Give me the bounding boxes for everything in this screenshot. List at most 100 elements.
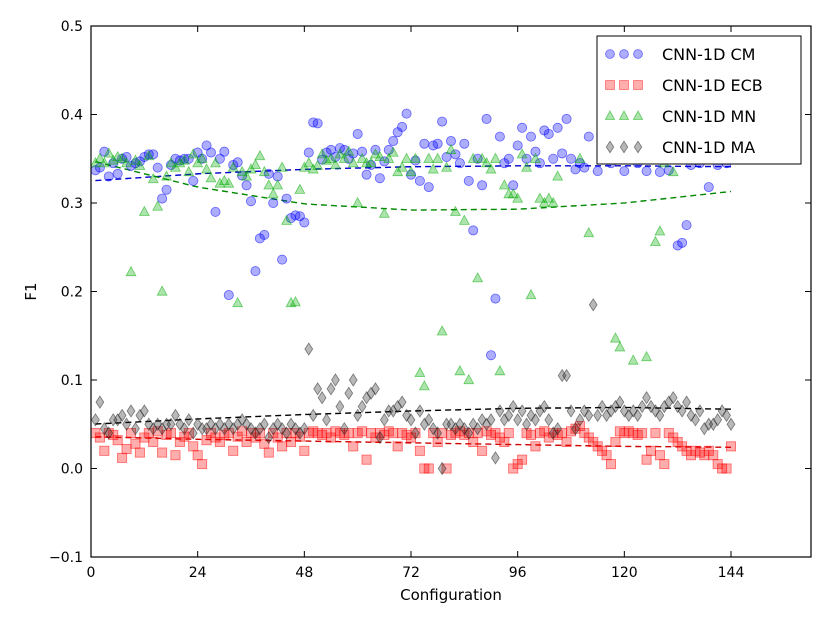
data-point bbox=[223, 290, 234, 301]
data-point bbox=[459, 138, 470, 149]
data-point bbox=[704, 417, 714, 431]
data-point bbox=[312, 159, 324, 170]
data-point bbox=[486, 413, 496, 427]
data-point bbox=[419, 417, 429, 431]
data-point bbox=[601, 450, 612, 461]
data-point bbox=[397, 121, 408, 132]
data-point bbox=[508, 399, 518, 414]
data-point bbox=[241, 180, 252, 191]
data-point bbox=[259, 229, 270, 240]
series-cnn-1d-ecb bbox=[91, 421, 737, 474]
data-point bbox=[241, 436, 252, 447]
data-point bbox=[242, 417, 251, 431]
data-point bbox=[602, 408, 611, 423]
data-point bbox=[126, 404, 136, 418]
data-point bbox=[405, 165, 417, 177]
data-point bbox=[614, 341, 626, 352]
data-point bbox=[633, 408, 643, 423]
data-point bbox=[104, 426, 114, 440]
data-point bbox=[544, 413, 554, 427]
data-point bbox=[615, 395, 625, 409]
data-point bbox=[285, 436, 296, 447]
data-point bbox=[525, 288, 537, 300]
data-point bbox=[472, 272, 484, 283]
data-point bbox=[437, 116, 448, 127]
data-point bbox=[424, 413, 434, 427]
data-point bbox=[197, 459, 208, 470]
data-point bbox=[646, 445, 657, 456]
data-point bbox=[575, 413, 585, 427]
data-point bbox=[135, 408, 145, 423]
data-point bbox=[152, 200, 164, 211]
data-point bbox=[303, 157, 315, 168]
y-tick-label: 0.0 bbox=[61, 462, 83, 478]
data-point bbox=[202, 421, 211, 436]
data-point bbox=[134, 159, 146, 170]
data-point bbox=[473, 421, 483, 436]
data-point bbox=[112, 168, 123, 179]
data-point bbox=[289, 295, 301, 307]
data-point bbox=[441, 161, 453, 172]
data-point bbox=[152, 162, 163, 173]
data-point bbox=[517, 404, 527, 418]
data-point bbox=[175, 417, 185, 431]
data-point bbox=[427, 163, 439, 174]
data-point bbox=[117, 452, 128, 463]
data-point bbox=[387, 146, 399, 157]
data-point bbox=[548, 153, 559, 164]
data-point bbox=[317, 390, 327, 405]
data-point bbox=[162, 417, 171, 431]
data-point bbox=[184, 413, 194, 427]
data-point bbox=[254, 149, 266, 161]
data-point bbox=[641, 166, 652, 177]
data-point bbox=[267, 188, 279, 199]
data-point bbox=[299, 445, 310, 456]
y-tick-label: 0.5 bbox=[61, 19, 83, 35]
data-point bbox=[232, 296, 244, 308]
data-point bbox=[321, 154, 333, 165]
data-point bbox=[161, 170, 173, 181]
data-point bbox=[516, 148, 528, 159]
data-point bbox=[535, 404, 545, 418]
data-point bbox=[126, 428, 137, 439]
data-point bbox=[153, 417, 163, 431]
data-point bbox=[628, 404, 638, 418]
data-point bbox=[388, 404, 398, 418]
data-point bbox=[268, 197, 279, 208]
data-point bbox=[593, 408, 603, 423]
data-point bbox=[695, 404, 705, 418]
data-point bbox=[619, 166, 630, 177]
data-point bbox=[116, 152, 128, 163]
data-point bbox=[108, 413, 118, 427]
data-point bbox=[571, 421, 580, 436]
data-point bbox=[504, 408, 514, 423]
data-point bbox=[347, 157, 359, 168]
data-point bbox=[148, 421, 158, 436]
data-point bbox=[508, 180, 519, 191]
data-point bbox=[681, 220, 692, 231]
data-point bbox=[125, 265, 137, 277]
data-point bbox=[526, 429, 537, 440]
data-point bbox=[143, 149, 155, 161]
data-point bbox=[98, 157, 110, 168]
data-point bbox=[161, 184, 172, 195]
data-point bbox=[513, 413, 523, 427]
trend-line bbox=[95, 160, 732, 211]
data-point bbox=[325, 152, 337, 163]
data-point bbox=[384, 404, 394, 418]
data-point bbox=[365, 157, 377, 168]
data-point bbox=[543, 192, 555, 203]
data-point bbox=[374, 150, 386, 162]
data-point bbox=[512, 140, 523, 151]
data-point bbox=[388, 428, 399, 439]
data-point bbox=[113, 413, 123, 427]
data-point bbox=[316, 148, 328, 159]
data-point bbox=[609, 332, 621, 343]
data-point bbox=[458, 214, 470, 225]
data-point bbox=[193, 417, 203, 431]
data-point bbox=[588, 298, 598, 312]
data-point bbox=[121, 157, 133, 168]
data-point bbox=[472, 153, 483, 164]
data-point bbox=[654, 225, 666, 236]
data-point bbox=[183, 165, 195, 177]
